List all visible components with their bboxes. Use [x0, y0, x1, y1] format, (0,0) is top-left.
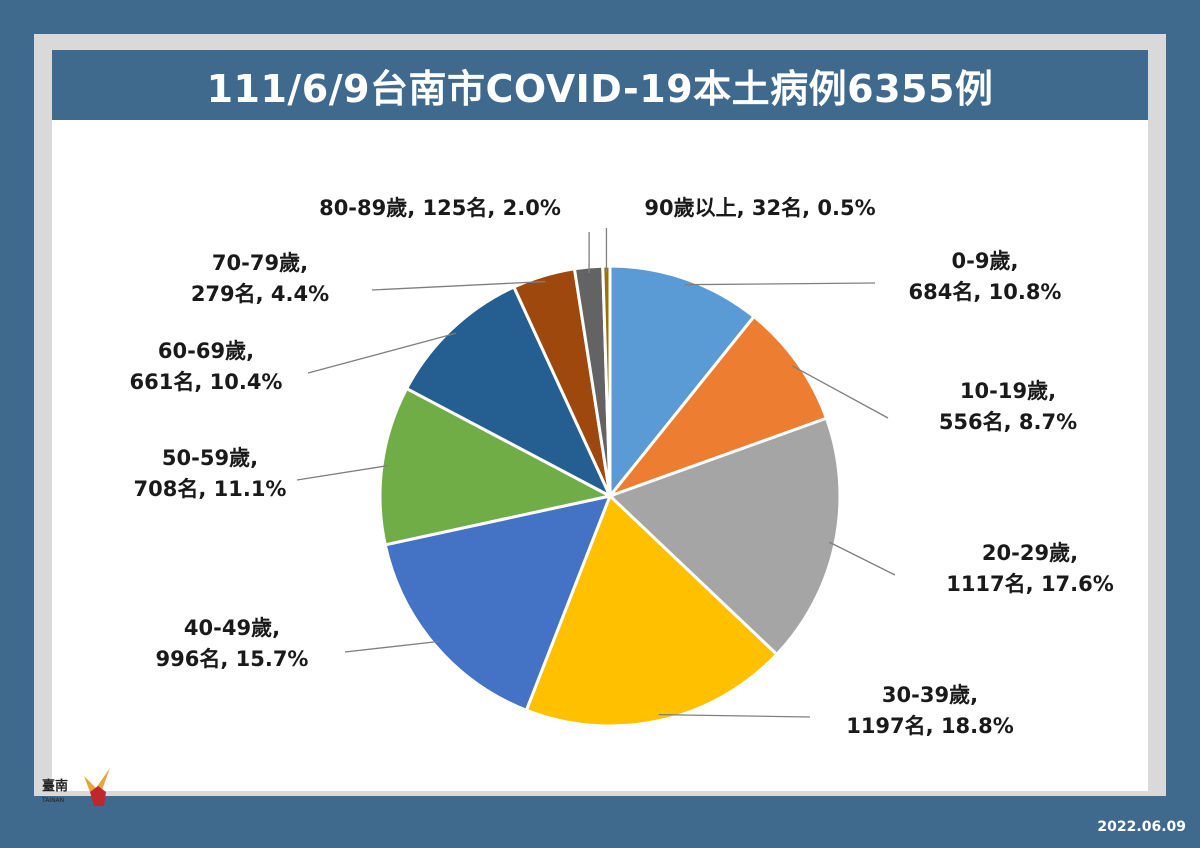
slice-label-7-line1: 70-79歲, [212, 251, 308, 275]
logo-subtext: TAINAN [41, 797, 64, 804]
slice-label-5-line2: 708名, 11.1% [134, 477, 287, 501]
slice-label-2-line1: 20-29歲, [982, 541, 1078, 565]
slice-label-1-line2: 556名, 8.7% [939, 410, 1077, 434]
leader-line-1 [792, 365, 889, 419]
slice-label-7-line2: 279名, 4.4% [191, 282, 329, 306]
pie-slice-1 [605, 314, 829, 500]
tainan-logo: 臺南 TAINAN [41, 768, 110, 806]
logo-text: 臺南 [42, 778, 68, 794]
slice-label-2-line2: 1117名, 17.6% [946, 572, 1114, 596]
leader-line-0 [684, 282, 876, 286]
pie-slice-5 [378, 386, 615, 547]
slice-label-5-line1: 50-59歲, [162, 446, 258, 470]
slice-label-0-line2: 684名, 10.8% [909, 280, 1062, 304]
title-bar: 111/6/9台南市COVID-19本土病例6355例 [52, 50, 1148, 120]
leader-lines [296, 227, 896, 718]
slice-label-6-line1: 60-69歲, [158, 339, 254, 363]
slice-label-0-line1: 0-9歲, [952, 249, 1019, 273]
slice-labels: 0-9歲, 684名, 10.8% 10-19歲, 556名, 8.7% 20-29歲,… [130, 196, 1114, 738]
leader-line-4 [344, 640, 440, 653]
leader-line-3 [658, 713, 811, 718]
leader-line-2 [828, 541, 896, 576]
slice-label-6-line2: 661名, 10.4% [130, 370, 283, 394]
pie-slices [378, 264, 842, 728]
slice-label-9-line1: 90歲以上, 32名, 0.5% [644, 196, 875, 220]
slice-label-4-line1: 40-49歲, [184, 616, 280, 640]
leader-line-5 [296, 464, 389, 481]
chart-title: 111/6/9台南市COVID-19本土病例6355例 [206, 66, 994, 111]
slice-label-4-line2: 996名, 15.7% [156, 647, 309, 671]
slice-label-8-line1: 80-89歲, 125名, 2.0% [319, 196, 561, 220]
pie-slice-0 [608, 264, 757, 501]
slice-label-1-line1: 10-19歲, [960, 379, 1056, 403]
pie-slice-6 [404, 285, 614, 500]
slice-label-3-line2: 1197名, 18.8% [846, 714, 1014, 738]
slice-label-3-line1: 30-39歲, [882, 683, 978, 707]
footer-date: 2022.06.09 [1097, 819, 1186, 835]
leader-line-6 [307, 332, 457, 374]
leader-line-7 [371, 280, 546, 291]
pie-slice-2 [607, 416, 842, 657]
pie-slice-4 [383, 493, 613, 713]
